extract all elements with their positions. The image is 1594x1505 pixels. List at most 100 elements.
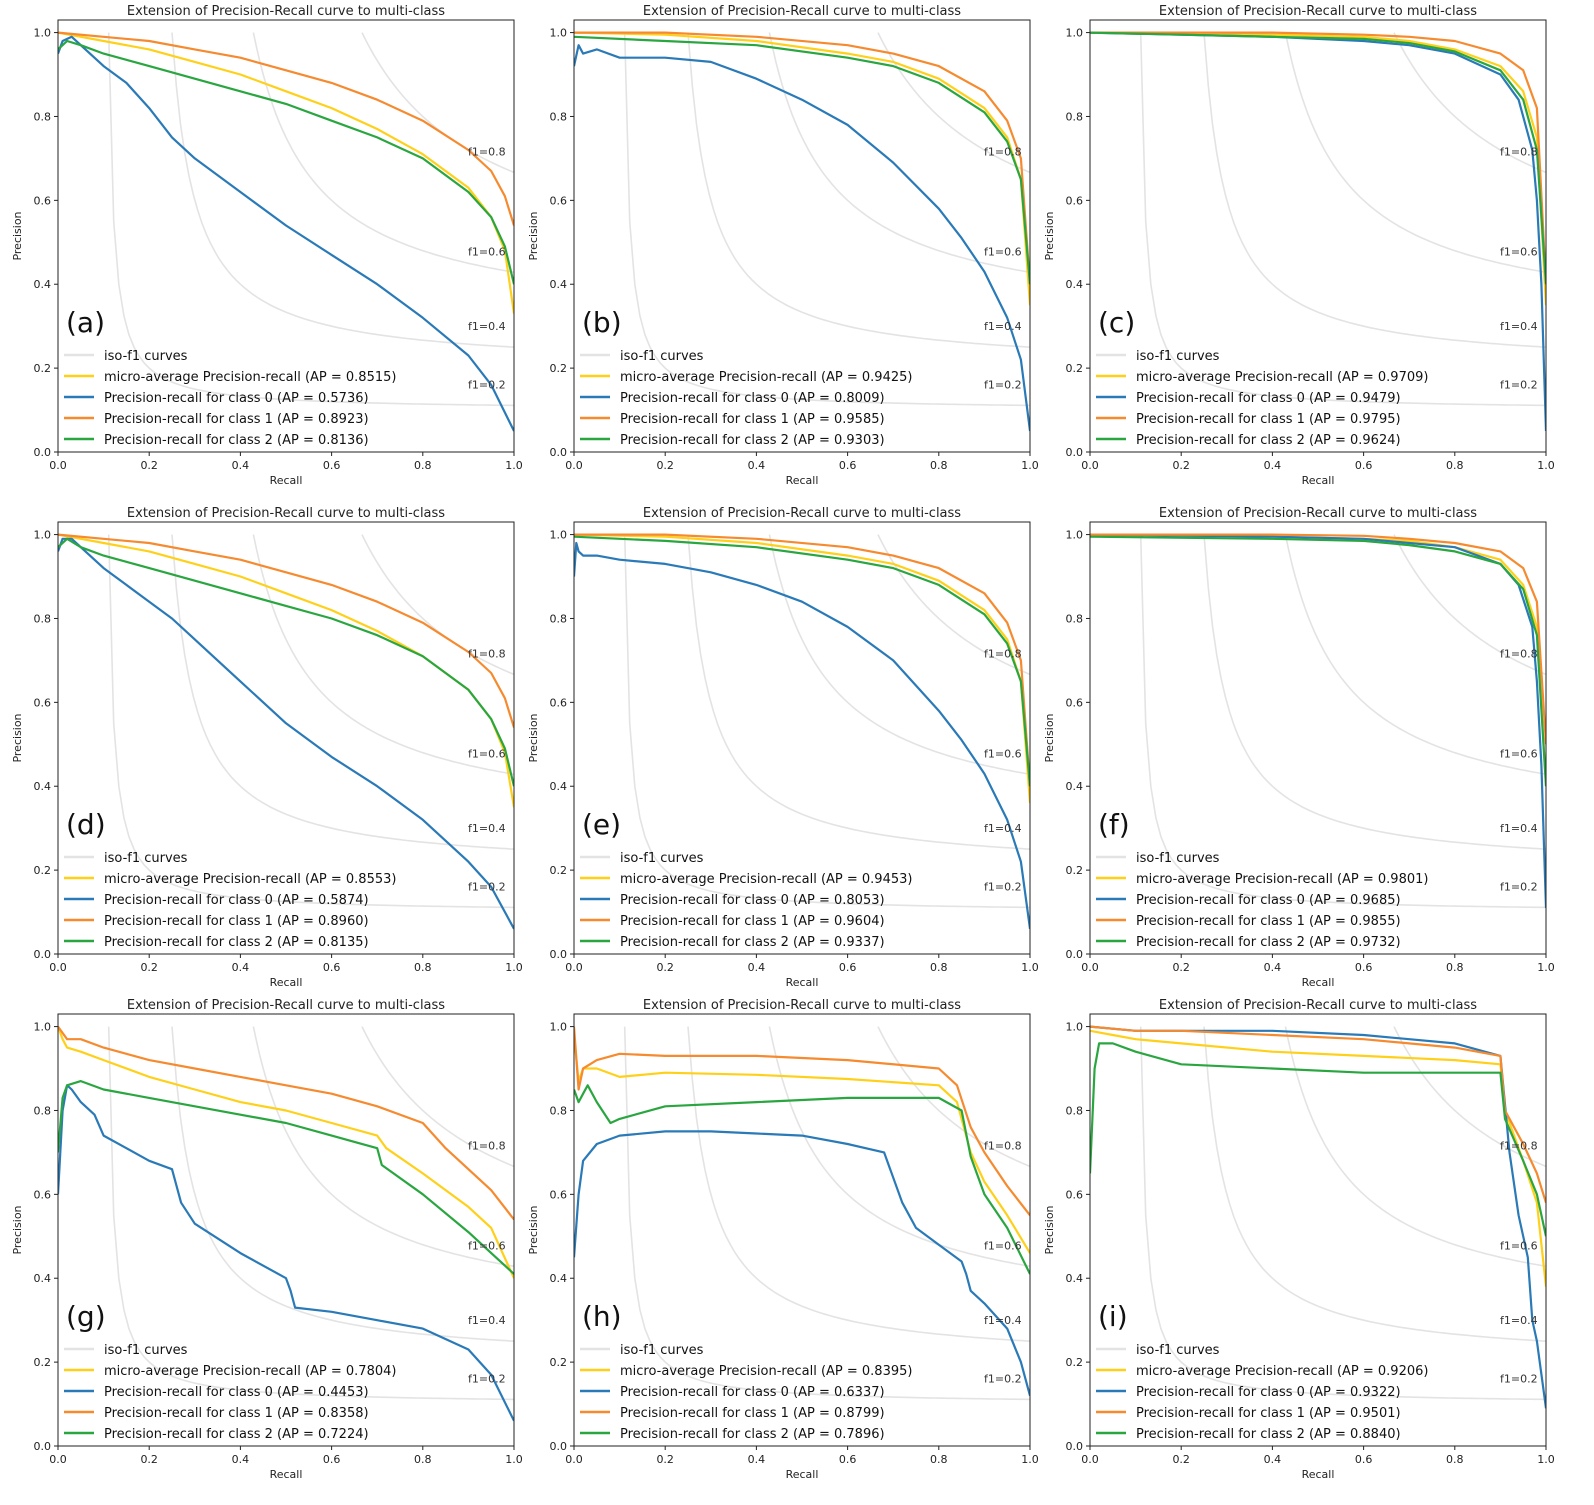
iso-f1-label: f1=0.8 [1500, 1139, 1538, 1152]
iso-f1-curves [623, 32, 1030, 407]
legend-entry: Precision-recall for class 0 (AP = 0.932… [1136, 1385, 1401, 1400]
panel-label: (d) [66, 808, 106, 841]
x-tick-label: 1.0 [1537, 459, 1555, 472]
legend-entry: Precision-recall for class 1 (AP = 0.950… [1136, 1406, 1401, 1421]
iso-f1-label: f1=0.2 [984, 378, 1022, 391]
panel-label: (f) [1098, 808, 1130, 841]
y-tick-label: 0.2 [550, 864, 568, 877]
series-line-micro [58, 31, 514, 314]
legend: iso-f1 curves micro-average Precision-rec… [64, 1343, 396, 1442]
chart-panel: f1=0.2 f1=0.4 f1=0.6 f1=0.8 0.0 0.2 0.4 0.6 0.8 1… [11, 4, 523, 487]
series-line-class1 [58, 533, 514, 728]
iso-f1-label: f1=0.2 [984, 880, 1022, 893]
x-axis-label: Recall [270, 474, 303, 487]
legend-entry: Precision-recall for class 1 (AP = 0.985… [1136, 914, 1401, 929]
chart-title: Extension of Precision-Recall curve to m… [127, 4, 445, 19]
y-axis-label: Precision [11, 713, 24, 762]
x-tick-label: 0.0 [49, 961, 67, 974]
plot-frame [1089, 521, 1547, 955]
x-tick-label: 0.8 [1446, 961, 1464, 974]
y-tick-label: 0.8 [34, 110, 52, 123]
y-tick-label: 0.2 [550, 1356, 568, 1369]
legend: iso-f1 curves micro-average Precision-rec… [1096, 349, 1428, 448]
x-tick-label: 0.8 [414, 459, 432, 472]
x-tick-label: 0.2 [140, 1453, 158, 1466]
x-tick-label: 0.4 [1264, 459, 1282, 472]
x-tick-label: 0.6 [839, 1453, 857, 1466]
legend-entry: iso-f1 curves [620, 851, 704, 866]
iso-f1-curve [623, 32, 1030, 407]
y-tick-label: 1.0 [1066, 27, 1084, 40]
series-line-class0 [1090, 31, 1546, 432]
y-tick-label: 0.0 [1066, 948, 1084, 961]
y-axis-label: Precision [11, 211, 24, 260]
iso-f1-curve [1284, 1026, 1546, 1267]
iso-f1-label: f1=0.6 [1500, 245, 1538, 258]
x-tick-label: 0.0 [1081, 1453, 1099, 1466]
series-line-class0 [574, 541, 1030, 929]
series-line-class2 [58, 1080, 514, 1275]
series-line-class0 [58, 1084, 514, 1422]
iso-f1-curve [768, 32, 1030, 273]
series-lines [1090, 31, 1546, 432]
x-tick-label: 0.4 [1264, 961, 1282, 974]
iso-f1-label: f1=0.6 [468, 747, 506, 760]
iso-f1-label: f1=0.2 [468, 378, 506, 391]
iso-f1-label: f1=0.8 [468, 647, 506, 660]
x-axis-label: Recall [270, 976, 303, 989]
x-tick-label: 0.6 [323, 961, 341, 974]
iso-f1-curve [1393, 534, 1546, 676]
series-lines [574, 533, 1030, 929]
series-line-micro [574, 31, 1030, 306]
y-tick-label: 0.6 [1066, 194, 1084, 207]
series-lines [58, 31, 514, 432]
series-line-class2 [574, 535, 1030, 787]
series-line-class2 [1090, 535, 1546, 787]
iso-f1-label: f1=0.8 [468, 1139, 506, 1152]
x-tick-label: 0.4 [748, 961, 766, 974]
iso-f1-label: f1=0.2 [468, 1372, 506, 1385]
y-tick-label: 0.4 [1066, 278, 1084, 291]
x-axis-label: Recall [786, 976, 819, 989]
iso-f1-curve [171, 1026, 514, 1342]
x-tick-label: 1.0 [1021, 459, 1039, 472]
series-line-class1 [1090, 31, 1546, 285]
iso-f1-curve [877, 32, 1030, 174]
legend-entry: Precision-recall for class 1 (AP = 0.879… [620, 1406, 885, 1421]
panel-label: (h) [582, 1300, 622, 1333]
iso-f1-curve [1139, 1026, 1546, 1401]
y-tick-label: 0.8 [1066, 110, 1084, 123]
y-axis-label: Precision [1043, 211, 1056, 260]
y-tick-label: 0.2 [550, 362, 568, 375]
iso-f1-label: f1=0.8 [984, 647, 1022, 660]
y-tick-label: 0.6 [550, 1188, 568, 1201]
x-tick-label: 0.6 [323, 1453, 341, 1466]
legend-entry: iso-f1 curves [1136, 349, 1220, 364]
x-tick-label: 0.4 [232, 459, 250, 472]
plot-frame [57, 1013, 515, 1447]
panel-label: (a) [66, 306, 105, 339]
series-line-class2 [1090, 31, 1546, 285]
y-tick-label: 0.8 [550, 1104, 568, 1117]
y-tick-label: 0.6 [1066, 1188, 1084, 1201]
y-tick-label: 0.6 [1066, 696, 1084, 709]
x-tick-label: 0.2 [140, 961, 158, 974]
iso-f1-curve [768, 534, 1030, 775]
y-tick-label: 0.8 [34, 612, 52, 625]
y-tick-label: 0.6 [34, 194, 52, 207]
y-tick-label: 0.6 [550, 194, 568, 207]
x-tick-label: 1.0 [1537, 961, 1555, 974]
iso-f1-curve [1203, 1026, 1546, 1342]
legend-entry: Precision-recall for class 2 (AP = 0.933… [620, 935, 885, 950]
legend-entry: micro-average Precision-recall (AP = 0.8… [104, 370, 396, 385]
legend-entry: iso-f1 curves [620, 349, 704, 364]
legend-entry: Precision-recall for class 2 (AP = 0.930… [620, 433, 885, 448]
y-tick-label: 0.0 [550, 948, 568, 961]
y-axis-label: Precision [11, 1205, 24, 1254]
legend-entry: Precision-recall for class 1 (AP = 0.958… [620, 412, 885, 427]
legend-entry: Precision-recall for class 2 (AP = 0.722… [104, 1427, 369, 1442]
chart-panel: f1=0.2 f1=0.4 f1=0.6 f1=0.8 0.0 0.2 0.4 0.6 0.8 1… [527, 998, 1039, 1481]
x-tick-label: 0.8 [930, 961, 948, 974]
y-tick-label: 0.8 [34, 1104, 52, 1117]
legend-entry: iso-f1 curves [620, 1343, 704, 1358]
